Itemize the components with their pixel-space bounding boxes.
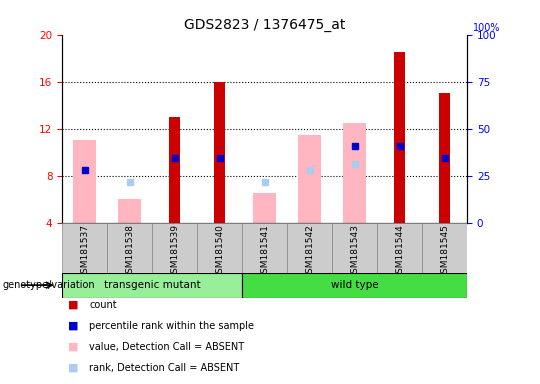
Bar	[242, 273, 467, 298]
Text: GSM181542: GSM181542	[305, 224, 314, 279]
Bar	[299, 134, 321, 223]
Text: GSM181541: GSM181541	[260, 224, 269, 279]
Bar	[152, 223, 197, 273]
Text: ■: ■	[68, 363, 78, 373]
Text: ■: ■	[68, 300, 78, 310]
Text: ■: ■	[68, 321, 78, 331]
Text: GSM181539: GSM181539	[170, 224, 179, 279]
Text: GSM181544: GSM181544	[395, 224, 404, 279]
Bar	[394, 52, 405, 223]
Text: GSM181537: GSM181537	[80, 224, 89, 279]
Bar	[214, 82, 225, 223]
Bar	[287, 223, 332, 273]
Bar	[197, 223, 242, 273]
Text: percentile rank within the sample: percentile rank within the sample	[89, 321, 254, 331]
Text: genotype/variation: genotype/variation	[3, 280, 96, 290]
Bar	[169, 117, 180, 223]
Bar	[343, 123, 366, 223]
Title: GDS2823 / 1376475_at: GDS2823 / 1376475_at	[184, 18, 345, 32]
Bar	[62, 223, 107, 273]
Bar	[242, 223, 287, 273]
Text: value, Detection Call = ABSENT: value, Detection Call = ABSENT	[89, 342, 244, 352]
Bar	[107, 223, 152, 273]
Text: rank, Detection Call = ABSENT: rank, Detection Call = ABSENT	[89, 363, 239, 373]
Bar	[332, 223, 377, 273]
Bar	[377, 223, 422, 273]
Bar	[422, 223, 467, 273]
Text: GSM181538: GSM181538	[125, 224, 134, 279]
Text: wild type: wild type	[331, 280, 379, 290]
Bar	[439, 93, 450, 223]
Text: 100%: 100%	[472, 23, 500, 33]
Bar	[118, 199, 141, 223]
Text: GSM181540: GSM181540	[215, 224, 224, 279]
Text: ■: ■	[68, 342, 78, 352]
Text: transgenic mutant: transgenic mutant	[104, 280, 200, 290]
Bar	[62, 273, 242, 298]
Text: GSM181545: GSM181545	[440, 224, 449, 279]
Text: GSM181543: GSM181543	[350, 224, 359, 279]
Text: count: count	[89, 300, 117, 310]
Bar	[73, 141, 96, 223]
Bar	[253, 193, 276, 223]
